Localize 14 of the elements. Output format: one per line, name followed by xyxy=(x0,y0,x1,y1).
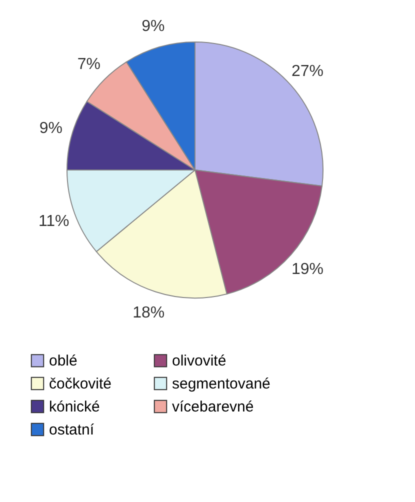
legend-label: oblé xyxy=(49,352,78,370)
legend-label: vícebarevné xyxy=(172,398,254,416)
data-label: 11% xyxy=(38,212,70,230)
data-label: 9% xyxy=(39,120,63,138)
data-label: 27% xyxy=(292,62,324,80)
legend-label: segmentované xyxy=(172,376,270,392)
data-label: 19% xyxy=(292,261,324,278)
legend-label: olivovité xyxy=(172,352,226,370)
legend-label: kónické xyxy=(49,398,100,416)
legend-label: čočkovité xyxy=(49,376,112,392)
legend-label: ostatní xyxy=(49,422,95,438)
data-label: 7% xyxy=(77,56,100,73)
data-label: 9% xyxy=(142,18,165,35)
data-label: 18% xyxy=(132,304,165,322)
